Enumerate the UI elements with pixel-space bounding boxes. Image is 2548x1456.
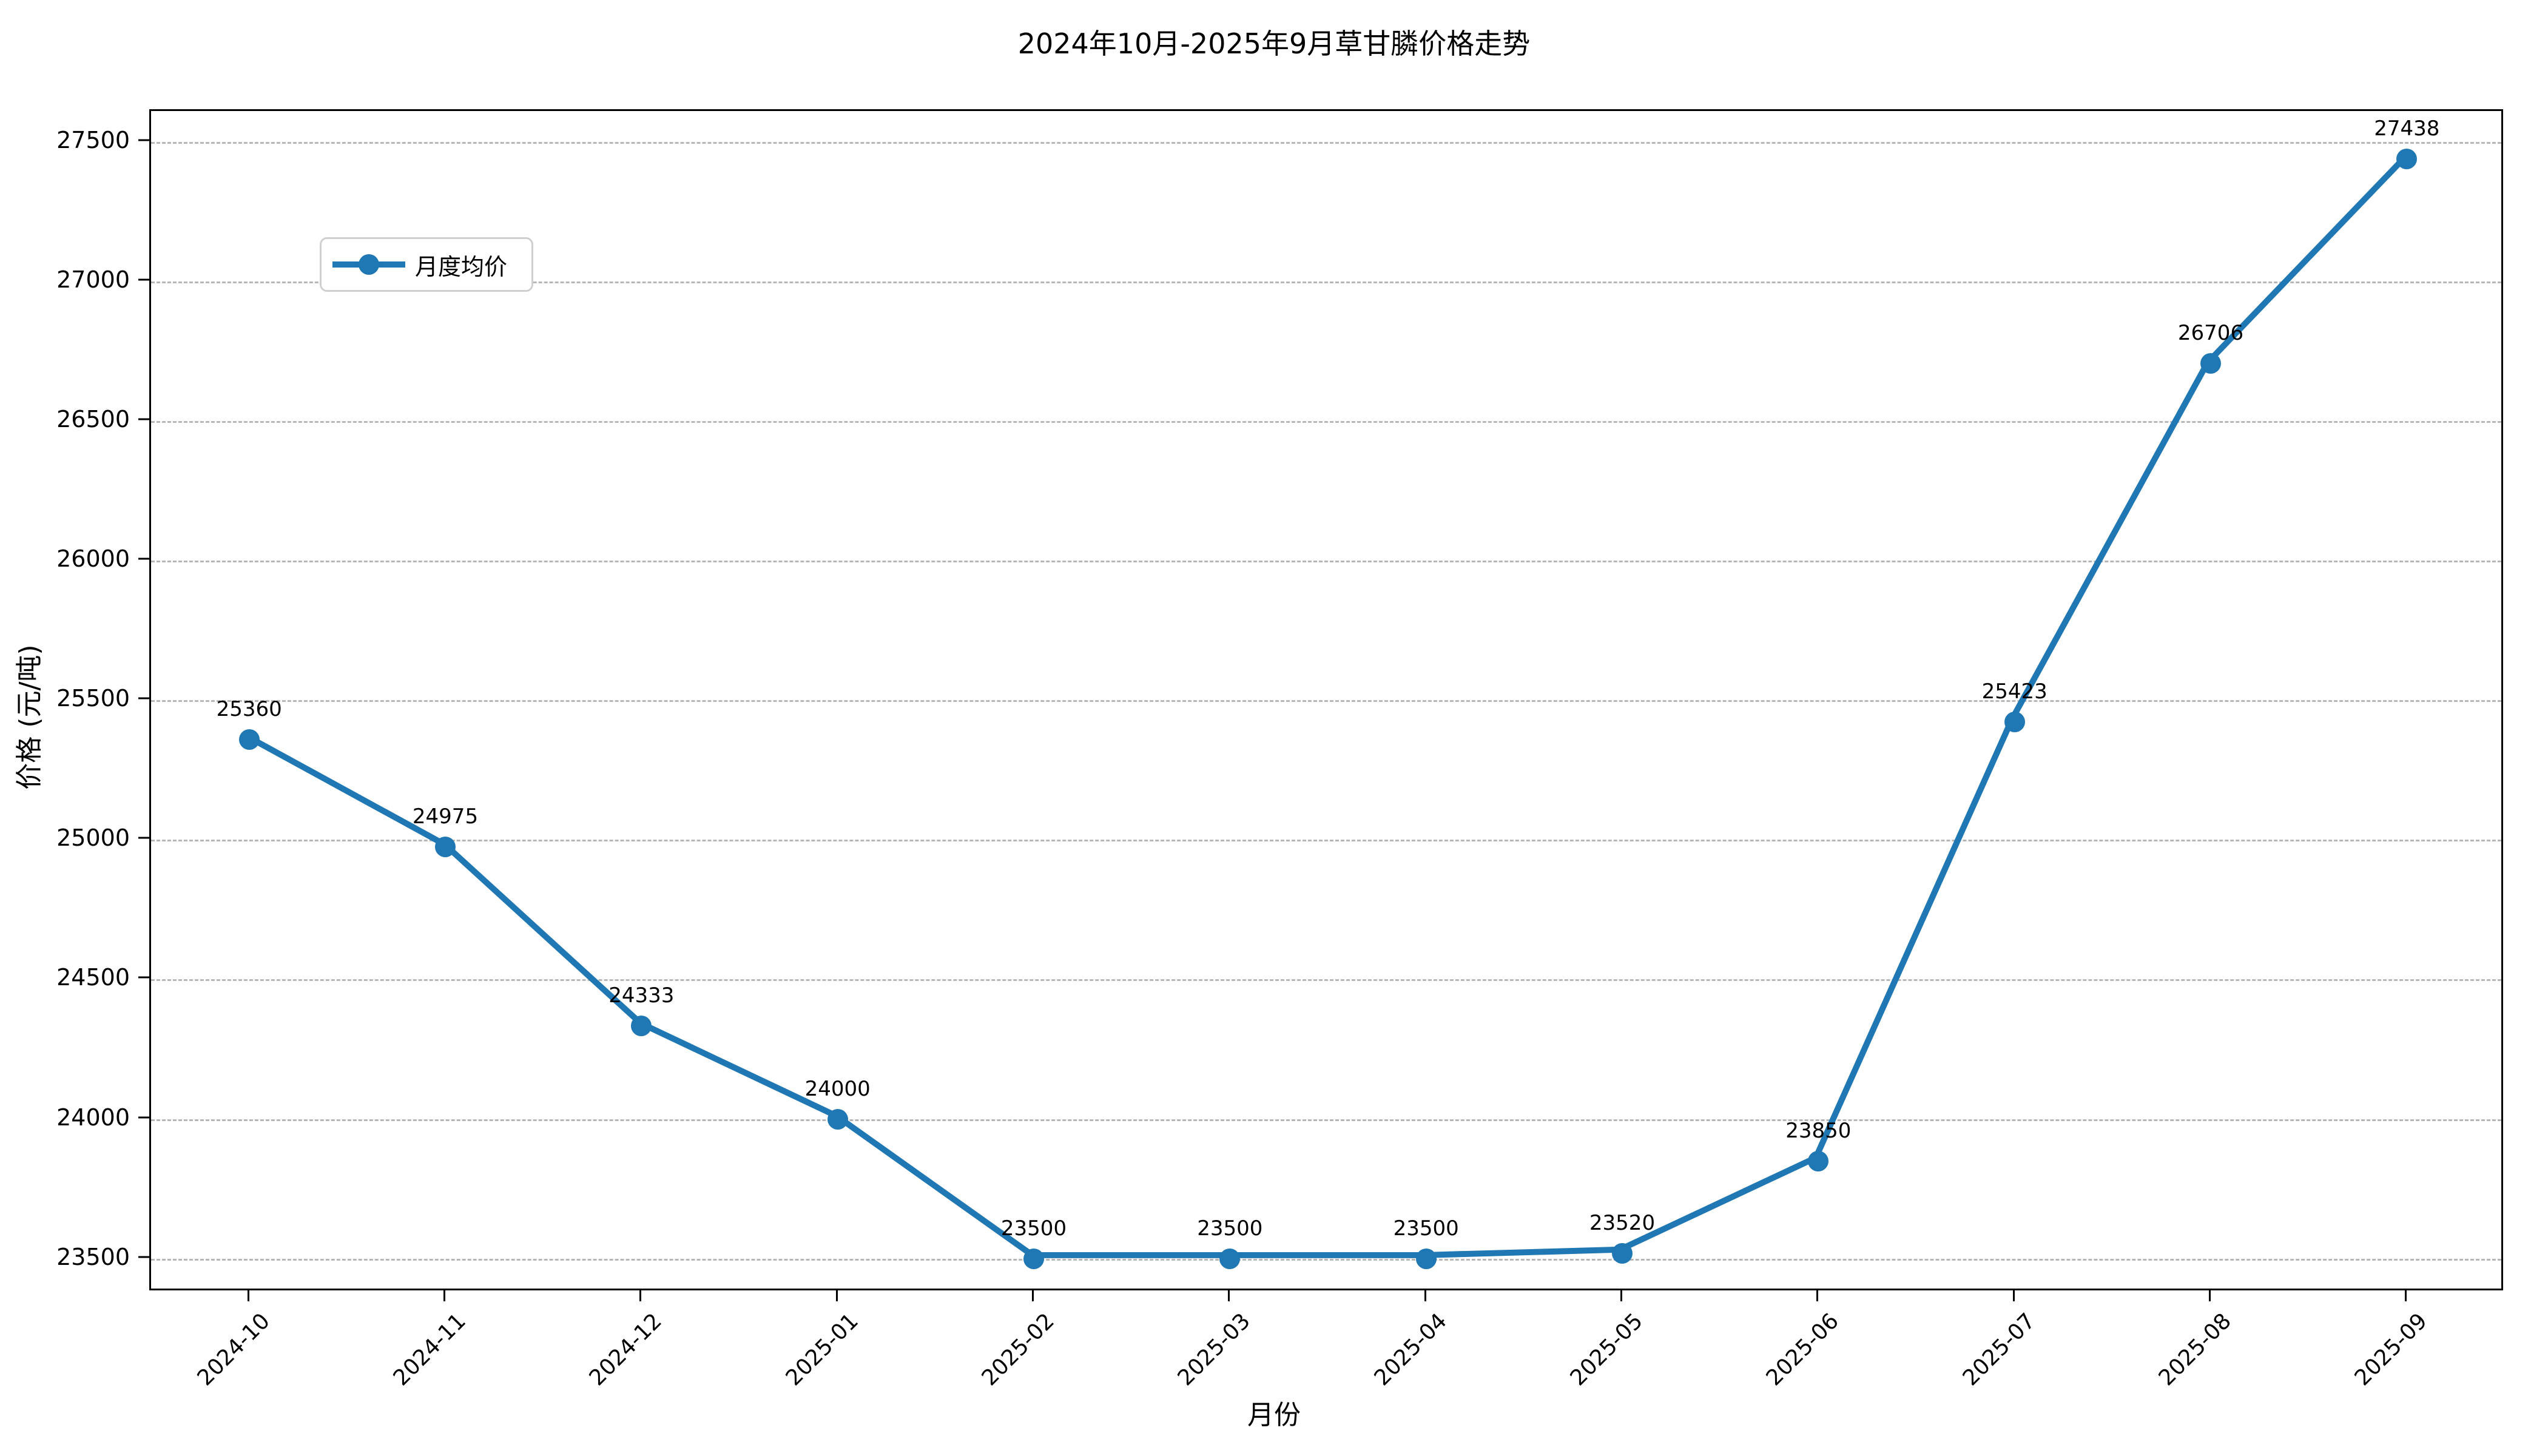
point-label-layer: 25360 24975 24333 24000 23500 23500 23500 23520… [151, 111, 2501, 1289]
series-line-monthly-average [246, 155, 2407, 1258]
y-tick-label: 25500 [56, 685, 130, 712]
y-tick-mark [138, 558, 149, 560]
y-tick-mark [138, 837, 149, 839]
x-tick-label: 2025-08 [2154, 1309, 2236, 1391]
y-tick-mark [138, 1116, 149, 1119]
data-point-marker[interactable] [1612, 1242, 1633, 1264]
data-point-marker[interactable] [1219, 1248, 1241, 1269]
legend[interactable]: 月度均价 [320, 237, 533, 292]
y-tick-label: 23500 [56, 1243, 130, 1270]
x-tick-label: 2025-09 [2350, 1309, 2433, 1391]
data-point-marker[interactable] [2004, 711, 2025, 732]
x-tick-label: 2025-01 [781, 1309, 863, 1391]
x-tick-label: 2025-05 [1565, 1309, 1648, 1391]
gridline-horizontal [151, 281, 2501, 283]
x-tick-label: 2024-12 [584, 1309, 667, 1391]
y-tick-label: 27000 [56, 266, 130, 293]
x-axis-title: 月份 [1247, 1400, 1301, 1431]
gridline-horizontal [151, 141, 2501, 144]
data-point-label: 23500 [1197, 1216, 1263, 1241]
x-tick-mark [1424, 1290, 1426, 1301]
gridline-horizontal [151, 1258, 2501, 1261]
data-point-label: 24975 [412, 804, 479, 829]
y-tick-label: 26000 [56, 545, 130, 573]
x-tick-mark [835, 1290, 838, 1301]
data-point-label: 23850 [1785, 1118, 1852, 1143]
y-tick-mark [138, 697, 149, 699]
plot-area: 25360 24975 24333 24000 23500 23500 23500 23520… [149, 109, 2503, 1290]
data-point-label: 23500 [1393, 1216, 1459, 1241]
x-tick-mark [1228, 1290, 1230, 1301]
gridline-horizontal [151, 420, 2501, 423]
y-tick-label: 24500 [56, 964, 130, 991]
data-point-marker[interactable] [1415, 1248, 1437, 1269]
data-point-marker[interactable] [2200, 353, 2221, 374]
legend-swatch-monthly-average [332, 254, 405, 275]
y-axis-title: 价格 (元/吨) [14, 644, 45, 790]
gridline-horizontal [151, 561, 2501, 563]
x-tick-label: 2025-02 [977, 1309, 1059, 1391]
y-tick-mark [138, 1256, 149, 1258]
y-tick-mark [138, 139, 149, 141]
y-tick-label: 27500 [56, 126, 130, 153]
legend-marker-icon [359, 254, 379, 275]
y-tick-mark [138, 976, 149, 979]
data-point-marker[interactable] [435, 836, 456, 857]
x-tick-mark [2405, 1290, 2407, 1301]
x-tick-mark [1816, 1290, 1819, 1301]
chart-title: 2024年10月-2025年9月草甘膦价格走势 [1017, 27, 1531, 60]
data-point-marker[interactable] [631, 1016, 652, 1037]
data-point-marker[interactable] [2396, 149, 2418, 170]
y-tick-mark [138, 418, 149, 420]
data-point-label: 27438 [2374, 116, 2440, 141]
y-tick-label: 25000 [56, 824, 130, 852]
gridline-horizontal [151, 979, 2501, 982]
x-tick-mark [639, 1290, 642, 1301]
x-tick-mark [247, 1290, 249, 1301]
x-tick-mark [443, 1290, 445, 1301]
legend-label: 月度均价 [415, 253, 508, 280]
data-point-label: 23500 [1000, 1216, 1067, 1241]
x-tick-label: 2024-10 [192, 1309, 275, 1391]
gridline-horizontal [151, 1119, 2501, 1121]
gridline-horizontal [151, 840, 2501, 842]
grid-layer [151, 111, 2501, 1289]
x-tick-mark [2012, 1290, 2015, 1301]
x-tick-label: 2025-03 [1173, 1309, 1256, 1391]
x-tick-mark [1032, 1290, 1034, 1301]
data-point-marker[interactable] [1808, 1150, 1829, 1171]
x-tick-label: 2025-04 [1369, 1309, 1452, 1391]
data-point-label: 24000 [804, 1076, 871, 1101]
gridline-horizontal [151, 700, 2501, 703]
data-point-label: 26706 [2177, 321, 2244, 346]
data-point-label: 24333 [608, 983, 675, 1008]
data-point-label: 23520 [1589, 1210, 1656, 1235]
data-point-marker[interactable] [1023, 1248, 1044, 1269]
y-tick-mark [138, 278, 149, 281]
x-tick-mark [2209, 1290, 2211, 1301]
data-point-marker[interactable] [238, 729, 260, 750]
y-tick-label: 24000 [56, 1104, 130, 1131]
x-tick-mark [1620, 1290, 1622, 1301]
x-tick-label: 2025-07 [1958, 1309, 2040, 1391]
data-point-label: 25423 [1981, 679, 2048, 704]
x-tick-label: 2025-06 [1761, 1309, 1844, 1391]
data-point-marker[interactable] [827, 1108, 848, 1130]
x-tick-label: 2024-11 [388, 1309, 471, 1391]
marker-layer [151, 111, 2501, 1289]
y-tick-label: 26500 [56, 405, 130, 433]
data-point-label: 25360 [216, 696, 282, 721]
line-series-layer [246, 155, 2407, 1258]
